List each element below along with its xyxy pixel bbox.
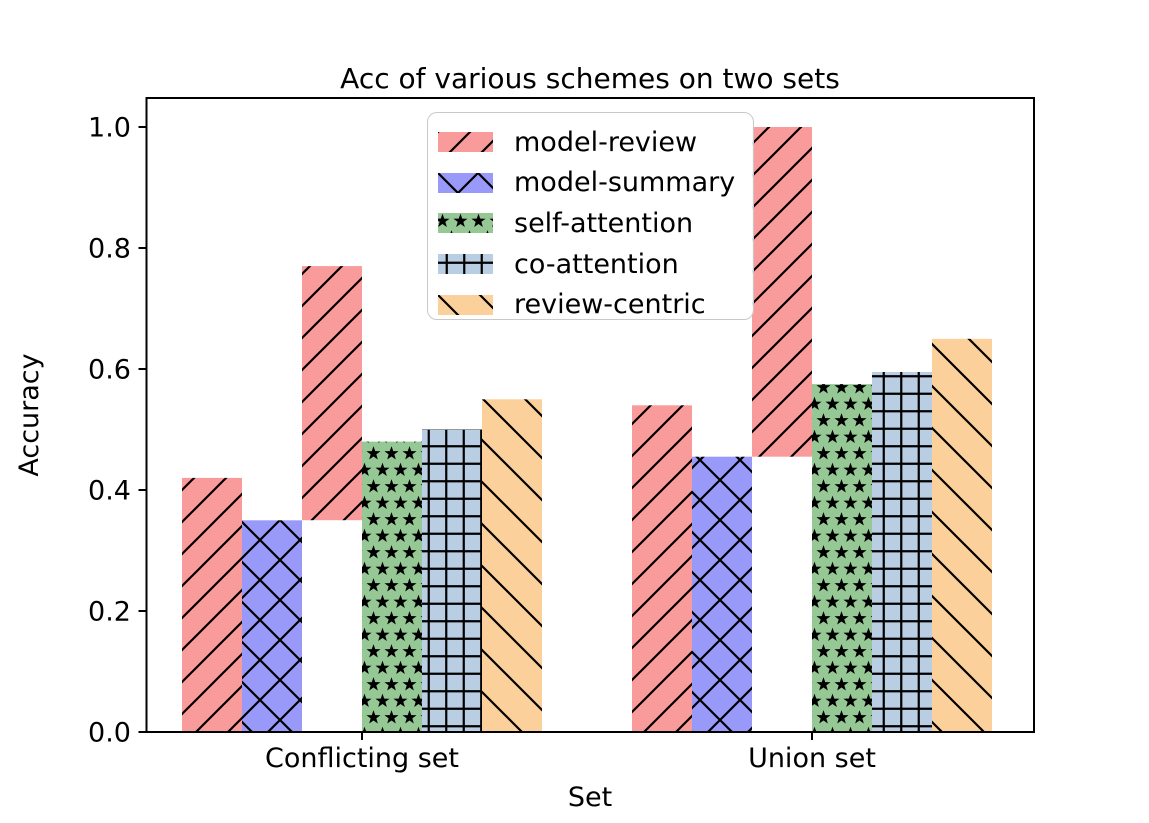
legend-swatch-co-attention xyxy=(438,254,493,275)
bar-conflicting-set-model-review-0 xyxy=(182,477,242,732)
bar-union-set-review-centric-5 xyxy=(932,338,992,733)
bar-conflicting-set-review-centric-5 xyxy=(482,399,542,733)
legend-row-model-review: model-review xyxy=(438,122,753,163)
y-tick-label-0.8: 0.8 xyxy=(88,234,131,265)
x-tick-label-conflicting-set: Conflicting set xyxy=(265,743,459,774)
y-axis-label: Accuracy xyxy=(14,353,45,476)
x-axis-ticks: Conflicting set Union set xyxy=(265,732,876,774)
bar-union-set-co-attention-4 xyxy=(872,372,932,732)
legend-label-self-attention: self-attention xyxy=(514,207,694,239)
legend: model-review model-summary self-attention c… xyxy=(427,112,754,320)
legend-row-review-centric: review-centric xyxy=(438,284,753,325)
legend-row-self-attention: self-attention xyxy=(438,203,753,244)
bar-union-set-model-review-0 xyxy=(632,405,692,732)
legend-swatch-model-summary xyxy=(438,172,493,193)
y-tick-label-0.6: 0.6 xyxy=(88,355,131,386)
legend-label-co-attention: co-attention xyxy=(514,248,679,280)
legend-row-model-summary: model-summary xyxy=(438,163,753,204)
y-tick-label-0.0: 0.0 xyxy=(88,718,131,749)
y-tick-label-1.0: 1.0 xyxy=(88,113,131,144)
plot-frame xyxy=(145,97,1035,733)
bars-layer xyxy=(182,127,992,733)
bar-conflicting-set-model-summary-1 xyxy=(242,520,302,733)
y-axis-ticks: 0.0 0.2 0.4 0.6 0.8 1.0 xyxy=(88,113,147,749)
bar-conflicting-set-model-review-2 xyxy=(302,266,362,521)
legend-swatch-model-review xyxy=(438,132,493,153)
axes-layer: 0.0 0.2 0.4 0.6 0.8 1.0 Conflicting set Union … xyxy=(88,97,1035,774)
legend-label-model-summary: model-summary xyxy=(514,167,736,199)
bar-union-set-self-attention-3 xyxy=(812,384,872,732)
y-tick-label-0.2: 0.2 xyxy=(88,597,131,628)
x-axis-label: Set xyxy=(568,782,612,813)
legend-swatch-review-centric xyxy=(438,294,493,315)
legend-swatch-self-attention xyxy=(438,213,493,234)
x-tick-label-union-set: Union set xyxy=(748,743,876,774)
bar-union-set-model-review-2 xyxy=(752,127,812,457)
y-tick-label-0.4: 0.4 xyxy=(88,476,131,507)
legend-label-model-review: model-review xyxy=(514,126,698,158)
legend-label-review-centric: review-centric xyxy=(514,289,706,321)
bar-conflicting-set-co-attention-4 xyxy=(422,429,482,732)
legend-row-co-attention: co-attention xyxy=(438,244,753,285)
bar-union-set-model-summary-1 xyxy=(692,456,752,732)
chart-title: Acc of various schemes on two sets xyxy=(340,62,840,95)
bar-conflicting-set-self-attention-3 xyxy=(362,441,422,732)
